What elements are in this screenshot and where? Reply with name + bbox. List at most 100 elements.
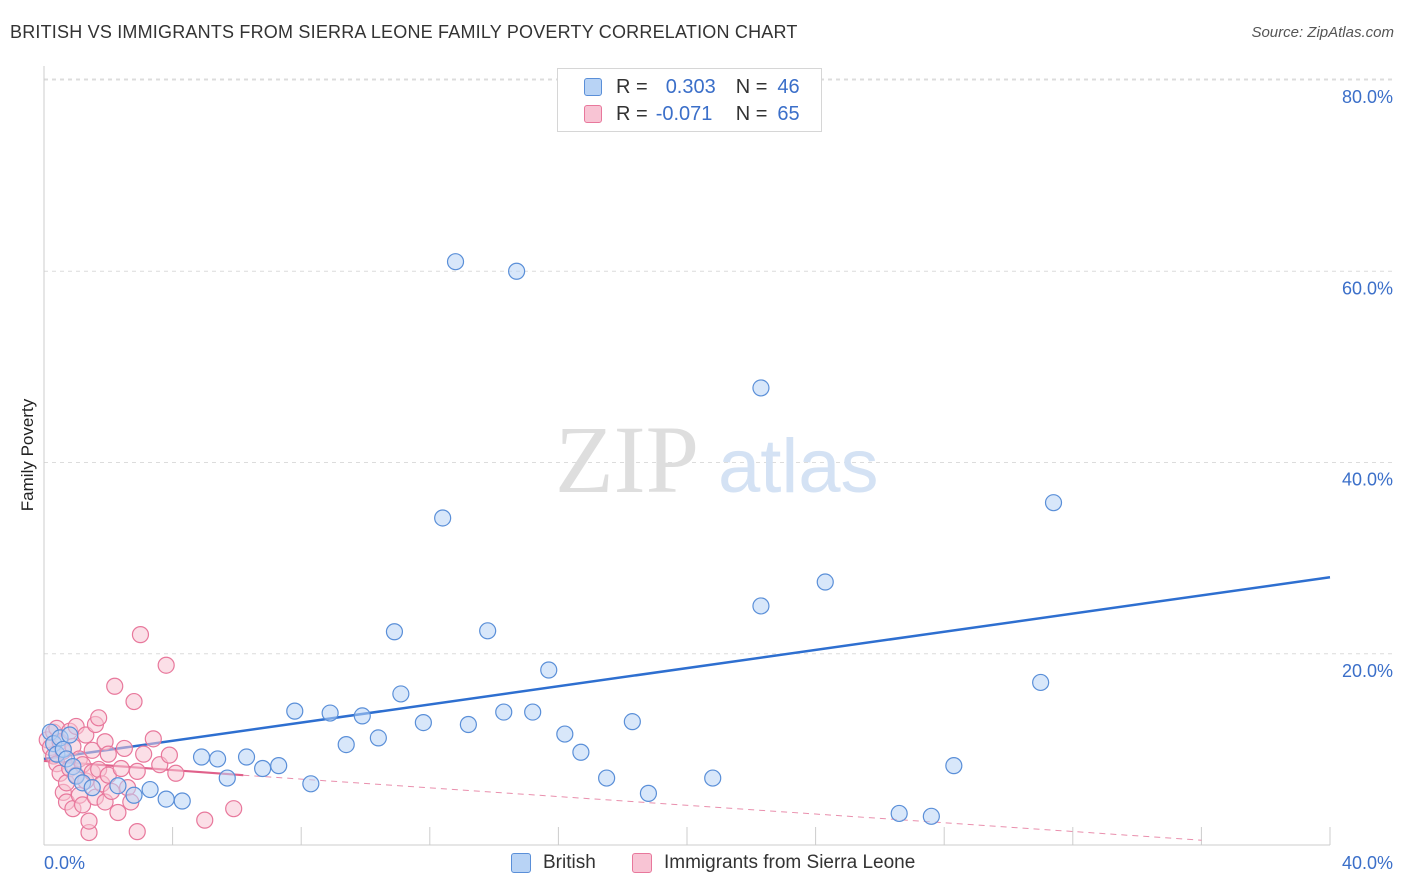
british-point-6	[61, 726, 79, 744]
y-tick-label-20: 20.0%	[1342, 661, 1393, 681]
y-tick-label-80: 80.0%	[1342, 87, 1393, 107]
british-point-30	[414, 713, 432, 732]
y-tick-label-40: 40.0%	[1342, 470, 1393, 490]
british-point-15	[173, 792, 191, 810]
british-legend-swatch	[511, 853, 531, 873]
british-point-14	[157, 790, 175, 808]
sierra-legend-swatch	[632, 853, 652, 873]
sierra-point-41	[115, 739, 133, 758]
british-point-29	[392, 685, 410, 703]
british-point-25	[337, 735, 355, 754]
sierra-point-30	[90, 709, 108, 727]
british-point-17	[209, 750, 227, 768]
y-tick-labels: 20.0% 40.0% 60.0% 80.0%	[1342, 87, 1393, 681]
legend-row-british: R = 0.303 N = 46	[584, 75, 800, 99]
legend-row-sierra: R = -0.071 N = 65	[584, 102, 800, 126]
sierra-point-45	[128, 762, 146, 780]
british-point-27	[369, 729, 387, 747]
british-point-51	[1032, 673, 1050, 692]
gridlines	[44, 78, 1392, 655]
correlation-legend: R = 0.303 N = 46 R = -0.071 N = 65	[557, 68, 822, 132]
chart-title: BRITISH VS IMMIGRANTS FROM SIERRA LEONE …	[10, 22, 798, 42]
british-point-36	[508, 262, 526, 280]
sierra-point-48	[135, 745, 153, 763]
british-r-value: 0.303	[665, 75, 716, 98]
legend-r-label: R =	[616, 102, 648, 125]
british-point-20	[254, 759, 272, 778]
y-tick-label-60: 60.0%	[1342, 278, 1393, 298]
british-point-22	[286, 702, 304, 720]
legend-n-label: N =	[735, 102, 768, 125]
british-point-38	[540, 661, 558, 679]
british-legend-label: British	[543, 852, 596, 873]
sierra-legend-label: Immigrants from Sierra Leone	[664, 852, 916, 873]
legend-item-british: British	[511, 852, 596, 874]
british-point-47	[816, 573, 834, 591]
source-label: Source: ZipAtlas.com	[1251, 24, 1394, 41]
x-tick-label-0: 0.0%	[44, 853, 85, 873]
sierra-point-36	[99, 745, 117, 763]
british-point-19	[237, 748, 256, 766]
sierra-point-49	[144, 730, 162, 748]
british-point-18	[218, 769, 236, 787]
british-point-13	[141, 780, 159, 799]
series-legend: British Immigrants from Sierra Leone	[0, 852, 1406, 878]
british-point-33	[459, 715, 477, 734]
british-point-48	[890, 804, 908, 823]
sierra-trend-extension	[243, 774, 1202, 841]
british-point-52	[1044, 494, 1063, 512]
british-point-50	[945, 757, 963, 775]
axes	[43, 66, 1331, 846]
british-point-26	[353, 707, 371, 725]
british-swatch	[584, 78, 602, 96]
british-point-40	[572, 743, 590, 761]
british-point-42	[623, 713, 641, 731]
british-point-28	[385, 623, 404, 641]
british-point-11	[109, 777, 127, 795]
sierra-n-value: 65	[777, 102, 800, 125]
sierra-point-44	[125, 692, 143, 711]
british-point-31	[434, 509, 452, 527]
sierra-r-value: -0.071	[655, 102, 713, 125]
sierra-point-55	[225, 800, 243, 818]
sierra-point-53	[167, 764, 185, 782]
sierra-point-39	[109, 803, 127, 822]
legend-item-sierra: Immigrants from Sierra Leone	[632, 852, 915, 874]
british-point-39	[556, 725, 574, 743]
sierra-point-46	[128, 823, 146, 841]
sierra-swatch	[584, 105, 602, 123]
british-point-16	[192, 748, 211, 766]
x-tick-label-40: 40.0%	[1342, 853, 1393, 873]
british-point-44	[704, 769, 722, 787]
british-n-value: 46	[777, 75, 800, 98]
sierra-point-51	[157, 656, 175, 674]
british-point-49	[922, 807, 940, 825]
british-point-35	[495, 703, 513, 721]
sierra-point-47	[131, 626, 150, 644]
sierra-point-21	[73, 796, 92, 814]
british-point-43	[639, 784, 658, 802]
british-point-23	[302, 775, 320, 793]
watermark-atlas: atlas	[718, 424, 879, 509]
british-point-41	[598, 769, 616, 787]
british-point-21	[270, 757, 288, 775]
sierra-point-27	[83, 741, 101, 759]
british-point-37	[524, 703, 542, 721]
watermark-zip: ZIP	[555, 406, 699, 513]
legend-n-label: N =	[735, 75, 768, 98]
sierra-point-40	[112, 759, 130, 778]
british-point-12	[125, 786, 143, 804]
sierra-point-54	[196, 811, 214, 829]
british-point-32	[446, 253, 465, 271]
sierra-point-25	[80, 812, 98, 830]
legend-r-label: R =	[616, 75, 648, 98]
british-point-45	[752, 379, 770, 397]
british-point-34	[479, 622, 497, 640]
british-point-10	[83, 779, 101, 797]
british-point-46	[752, 597, 770, 615]
sierra-point-38	[106, 677, 124, 695]
sierra-point-52	[160, 746, 178, 764]
british-point-24	[321, 704, 339, 722]
british-trend-line	[43, 576, 1331, 761]
